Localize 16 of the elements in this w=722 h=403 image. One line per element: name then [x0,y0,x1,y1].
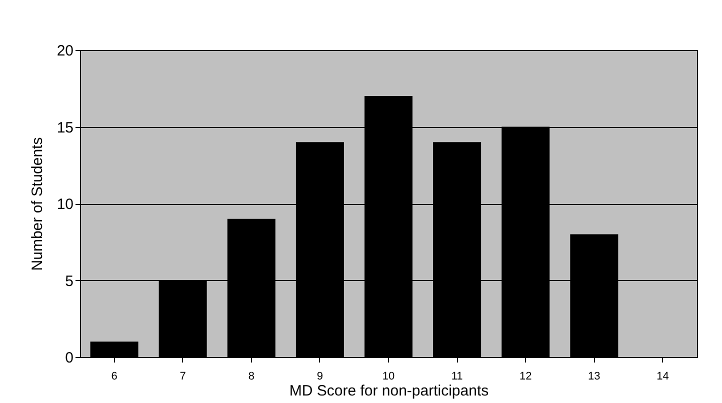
x-tick-label: 10 [382,370,395,382]
y-tick-label: 0 [65,350,74,366]
x-tick-label: 6 [111,370,118,382]
y-axis-title: Number of Students [28,137,46,271]
x-tick-label: 12 [519,370,532,382]
y-tick-label: 5 [65,272,74,290]
x-tick-label: 13 [588,370,600,382]
y-tick-label: 10 [56,196,74,213]
x-tick-label: 9 [316,370,324,382]
y-tick-label: 20 [56,42,74,60]
x-tick-label: 11 [451,370,463,382]
x-tick-label: 14 [656,370,669,382]
x-axis-title: MD Score for non-participants [289,382,489,400]
x-tick-label: 7 [180,370,186,382]
y-tick-label: 15 [56,119,74,136]
x-tick-label: 8 [248,370,254,382]
